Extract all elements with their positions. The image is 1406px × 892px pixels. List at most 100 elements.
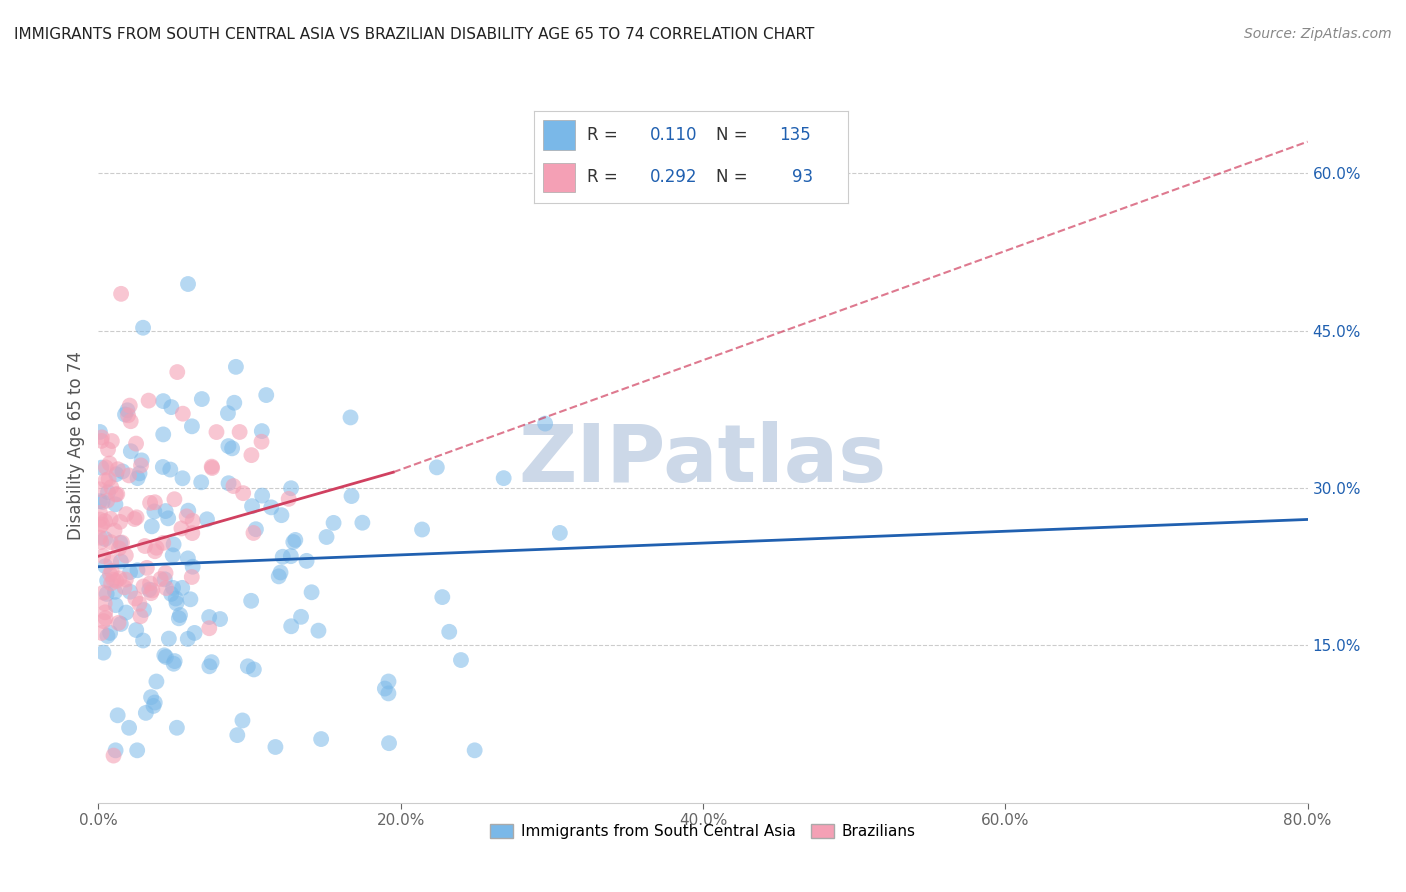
- Point: [132, 633, 155, 648]
- Point: [128, 597, 150, 611]
- Point: [98, 567, 121, 582]
- Point: [90, 535, 112, 549]
- Point: [245, 522, 267, 536]
- Point: [152, 460, 174, 475]
- Point: [100, 535, 122, 549]
- Point: [277, 491, 299, 506]
- Point: [198, 610, 221, 624]
- Point: [209, 612, 232, 626]
- Point: [107, 462, 129, 476]
- Point: [271, 549, 294, 564]
- Point: [200, 655, 222, 669]
- Point: [534, 417, 557, 431]
- Point: [90, 434, 112, 448]
- Point: [115, 606, 138, 620]
- Point: [139, 496, 162, 510]
- Point: [378, 736, 401, 750]
- Point: [114, 549, 136, 563]
- Point: [201, 459, 224, 474]
- Point: [117, 409, 139, 423]
- Point: [103, 748, 125, 763]
- Point: [143, 696, 166, 710]
- Point: [157, 511, 180, 525]
- Legend: Immigrants from South Central Asia, Brazilians: Immigrants from South Central Asia, Braz…: [484, 818, 922, 845]
- Point: [89, 483, 111, 497]
- Point: [93, 585, 115, 599]
- Point: [301, 585, 323, 599]
- Point: [127, 471, 149, 485]
- Point: [166, 596, 188, 610]
- Point: [91, 517, 114, 532]
- Point: [270, 566, 292, 580]
- Point: [94, 605, 117, 619]
- Point: [224, 396, 246, 410]
- Point: [250, 489, 273, 503]
- Point: [439, 624, 461, 639]
- Point: [270, 508, 292, 523]
- Point: [153, 648, 176, 663]
- Point: [96, 493, 118, 508]
- Point: [90, 626, 112, 640]
- Point: [94, 460, 117, 475]
- Point: [118, 721, 141, 735]
- Point: [548, 525, 571, 540]
- Text: ZIPatlas: ZIPatlas: [519, 421, 887, 500]
- Point: [280, 481, 302, 495]
- Point: [464, 743, 486, 757]
- Point: [105, 467, 128, 482]
- Point: [307, 624, 329, 638]
- Point: [226, 728, 249, 742]
- Point: [172, 581, 194, 595]
- Point: [141, 519, 163, 533]
- Point: [105, 574, 128, 588]
- Point: [143, 504, 166, 518]
- Point: [91, 495, 114, 509]
- Point: [94, 559, 117, 574]
- Point: [115, 507, 138, 521]
- Point: [374, 681, 396, 696]
- Point: [111, 535, 134, 549]
- Point: [127, 743, 149, 757]
- Point: [352, 516, 374, 530]
- Point: [89, 506, 111, 520]
- Point: [105, 487, 128, 501]
- Point: [169, 608, 191, 623]
- Point: [250, 434, 273, 449]
- Point: [339, 410, 361, 425]
- Point: [183, 626, 205, 640]
- Point: [340, 489, 363, 503]
- Point: [155, 650, 177, 665]
- Point: [221, 442, 243, 456]
- Point: [91, 549, 114, 563]
- Point: [107, 615, 129, 630]
- Point: [132, 579, 155, 593]
- Point: [128, 467, 150, 481]
- Point: [260, 500, 283, 515]
- Point: [240, 594, 263, 608]
- Point: [118, 399, 141, 413]
- Point: [195, 512, 218, 526]
- Point: [166, 721, 188, 735]
- Point: [100, 512, 122, 526]
- Point: [98, 626, 121, 640]
- Point: [120, 444, 142, 458]
- Point: [243, 662, 266, 676]
- Point: [181, 559, 204, 574]
- Point: [100, 564, 122, 578]
- Point: [176, 509, 198, 524]
- Point: [232, 486, 254, 500]
- Point: [124, 591, 146, 606]
- Y-axis label: Disability Age 65 to 74: Disability Age 65 to 74: [66, 351, 84, 541]
- Point: [157, 632, 180, 646]
- Point: [160, 587, 183, 601]
- Point: [177, 503, 200, 517]
- Point: [153, 572, 176, 586]
- Point: [103, 524, 125, 538]
- Point: [152, 536, 174, 550]
- Point: [254, 388, 277, 402]
- Point: [111, 464, 134, 478]
- Point: [177, 551, 200, 566]
- Point: [450, 653, 472, 667]
- Point: [110, 554, 132, 568]
- Point: [97, 442, 120, 457]
